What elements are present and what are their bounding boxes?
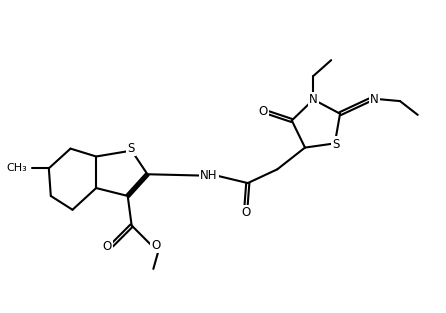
Text: O: O xyxy=(259,105,268,117)
Text: O: O xyxy=(241,206,251,219)
Text: CH₃: CH₃ xyxy=(6,163,27,173)
Text: NH: NH xyxy=(200,169,217,182)
Text: S: S xyxy=(332,138,339,151)
Text: N: N xyxy=(309,93,318,106)
Text: N: N xyxy=(370,93,379,105)
Text: O: O xyxy=(152,239,161,252)
Text: O: O xyxy=(103,240,112,253)
Text: S: S xyxy=(127,142,135,155)
